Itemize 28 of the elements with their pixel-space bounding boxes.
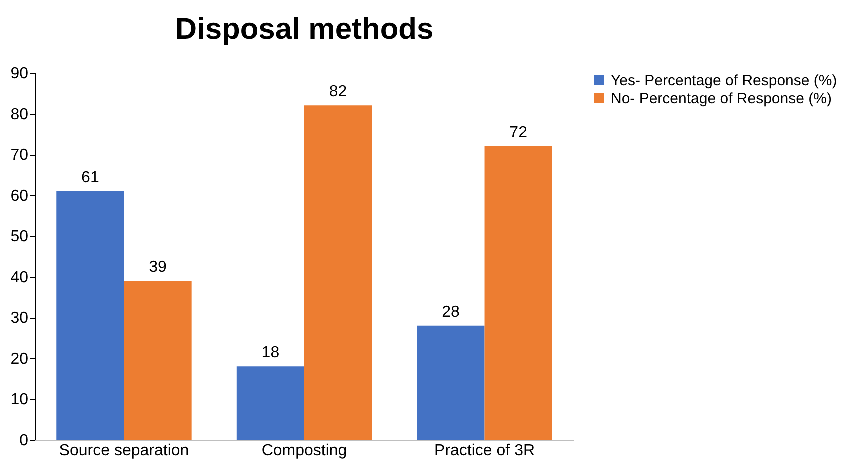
x-tick-label: Practice of 3R bbox=[434, 442, 536, 460]
bar bbox=[124, 280, 192, 440]
y-tick-label: 50 bbox=[10, 228, 29, 246]
y-tick-label: 70 bbox=[10, 147, 29, 164]
bar bbox=[304, 106, 372, 440]
y-tick-label: 90 bbox=[10, 66, 29, 82]
y-tick-label: 80 bbox=[10, 106, 29, 124]
data-label: 61 bbox=[82, 169, 100, 186]
x-tick-label: Source separation bbox=[59, 442, 190, 460]
bar bbox=[417, 326, 485, 440]
legend-label: Yes- Percentage of Response (%) bbox=[611, 72, 838, 90]
bar bbox=[56, 191, 124, 440]
y-tick-label: 60 bbox=[10, 188, 29, 205]
data-label: 82 bbox=[329, 84, 348, 101]
bar bbox=[236, 366, 304, 440]
y-tick-label: 0 bbox=[20, 432, 29, 450]
y-tick-label: 10 bbox=[10, 392, 29, 409]
data-label: 18 bbox=[262, 344, 280, 362]
bar bbox=[484, 146, 552, 440]
chart-title: Disposal methods bbox=[175, 13, 434, 46]
legend-label: No- Percentage of Response (%) bbox=[611, 90, 832, 108]
data-label: 28 bbox=[442, 304, 460, 321]
x-tick-label: Composting bbox=[262, 442, 348, 460]
y-tick-label: 40 bbox=[10, 269, 29, 286]
data-label: 72 bbox=[510, 124, 528, 142]
data-label: 39 bbox=[149, 258, 168, 276]
y-tick-label: 30 bbox=[10, 310, 29, 328]
y-tick-label: 20 bbox=[10, 350, 29, 368]
